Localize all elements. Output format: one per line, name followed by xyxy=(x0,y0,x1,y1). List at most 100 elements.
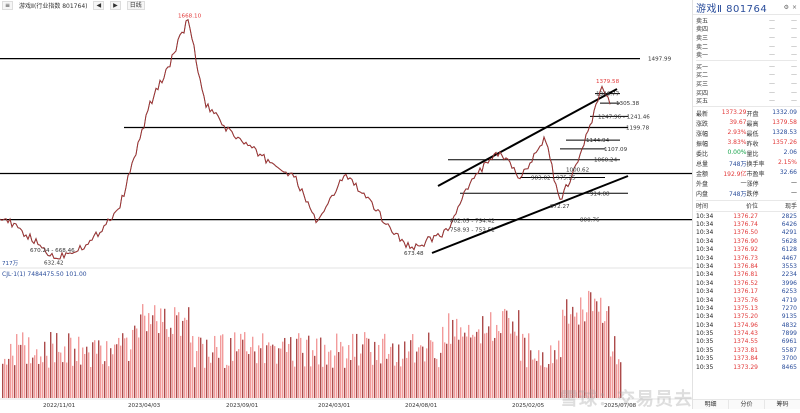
volume-bar xyxy=(172,333,174,398)
volume-bar xyxy=(454,336,456,398)
volume-bar xyxy=(576,312,578,398)
volume-bar xyxy=(228,365,230,398)
volume-bar xyxy=(188,307,190,398)
label-1107: 1107.09 xyxy=(604,147,628,153)
panel-header: 游戏Ⅱ 801764 ⚙ × xyxy=(693,0,800,15)
volume-bar xyxy=(276,363,278,398)
volume-bar xyxy=(252,336,254,398)
tick-row: 10:34 1376.81 2234 xyxy=(696,271,797,279)
tick-price: 1373.29 xyxy=(733,363,758,371)
volume-bar xyxy=(552,363,554,398)
volume-bar xyxy=(190,342,192,398)
volume-bar xyxy=(396,362,398,398)
label-872: 872.27 xyxy=(550,204,570,210)
volume-bar xyxy=(260,348,262,398)
volume-bar xyxy=(4,358,6,398)
buy-level-row-qty: — xyxy=(791,88,797,96)
volume-bar xyxy=(10,343,12,398)
sell-level-row-qty: — xyxy=(791,33,797,41)
label-1247: 1247.96 - 1241.46 xyxy=(598,114,650,120)
tick-row: 10:34 1374.96 4832 xyxy=(696,321,797,329)
sell-level-row-label: 卖二 xyxy=(696,43,709,51)
tab-detail[interactable]: 明细 xyxy=(693,400,729,409)
volume-bar xyxy=(300,337,302,398)
stat-label: 涨幅 xyxy=(696,130,709,138)
volume-bar xyxy=(154,305,156,398)
volume-bar xyxy=(512,321,514,398)
volume-bar xyxy=(60,352,62,398)
order-book: 卖五 — — 卖四 — — 卖三 — — 卖二 — — 卖一 — — 买一 — — 买二 — — 买三 — — 买四 — — 买五 —… xyxy=(693,15,800,105)
volume-bar xyxy=(358,365,360,398)
volume-bar xyxy=(164,308,166,398)
volume-bar xyxy=(302,352,304,398)
tick-volume: 4467 xyxy=(781,254,797,262)
sell-level-row-qty: — xyxy=(791,16,797,24)
tick-time: 10:34 xyxy=(696,246,714,254)
volume-bar xyxy=(132,329,134,398)
volume-bar xyxy=(242,339,244,398)
volume-bar xyxy=(180,335,182,398)
stat-label: 涨跌 xyxy=(696,120,709,128)
volume-bar xyxy=(146,331,148,398)
volume-bar xyxy=(560,357,562,398)
volume-bar xyxy=(534,358,536,398)
volume-bar xyxy=(328,351,330,398)
tick-row: 10:34 1376.84 3553 xyxy=(696,262,797,270)
sell-level-row-qty: — xyxy=(791,51,797,59)
volume-bar xyxy=(590,292,592,398)
volume-bar xyxy=(468,324,470,398)
tab-chips[interactable]: 筹码 xyxy=(765,400,800,409)
volume-bar xyxy=(70,337,72,398)
ticks-list: 10:34 1376.27 2825 10:34 1376.74 6426 10:34 137… xyxy=(696,212,797,371)
label-983: 983.02 - 975.25 xyxy=(531,176,576,182)
forward-icon[interactable]: ▶ xyxy=(110,0,121,10)
volume-bar xyxy=(278,348,280,398)
volume-bar xyxy=(52,343,54,398)
tick-volume: 2234 xyxy=(781,271,797,279)
tick-price: 1375.20 xyxy=(733,313,758,321)
buy-level-row-qty: — xyxy=(791,71,797,79)
volume-bar xyxy=(510,333,512,398)
volume-bar xyxy=(244,332,246,398)
volume-bar xyxy=(444,342,446,398)
tick-price: 1376.27 xyxy=(733,212,758,220)
tab-price-distribution[interactable]: 分价 xyxy=(729,400,765,409)
period-select[interactable]: 日线 xyxy=(126,0,145,10)
menu-icon[interactable]: ≡ xyxy=(2,0,14,10)
volume-bar xyxy=(262,333,264,398)
volume-bar xyxy=(46,355,48,398)
buy-level-row-label: 买一 xyxy=(696,63,709,71)
label-1497: 1497.99 xyxy=(648,57,672,63)
close-icon[interactable]: × xyxy=(791,3,797,11)
volume-bar xyxy=(440,352,442,398)
volume-bar xyxy=(270,345,272,398)
volume-bar xyxy=(338,352,340,398)
volume-bar xyxy=(484,333,486,398)
tick-time: 10:34 xyxy=(696,288,714,296)
volume-bar xyxy=(110,348,112,398)
volume-bar xyxy=(342,346,344,398)
label-670: 670.24 - 668.46 xyxy=(30,248,75,254)
candlestick-chart[interactable]: 1668.10 1497.99 1379.58 1305.38 1346.77 1247.… xyxy=(0,0,692,409)
volume-bar xyxy=(606,311,608,398)
sell-level-row-qty: — xyxy=(791,42,797,50)
buy-level-row: 买五 — — xyxy=(696,96,797,105)
volume-bar xyxy=(236,351,238,398)
stat-label: 跌停 xyxy=(746,190,759,198)
tick-time: 10:35 xyxy=(696,346,714,354)
tick-price: 1376.50 xyxy=(733,229,758,237)
tick-row: 10:34 1376.74 6426 xyxy=(696,220,797,228)
stat-value: 192.9亿 xyxy=(723,170,747,178)
settings-icon[interactable]: ⚙ xyxy=(783,3,789,11)
tick-time: 10:34 xyxy=(696,271,714,279)
back-icon[interactable]: ◀ xyxy=(93,0,105,10)
volume-bar xyxy=(578,324,580,398)
tick-volume: 6253 xyxy=(781,288,797,296)
chart-area[interactable]: ≡ 游戏Ⅱ(行业指数 801764) ◀ ▶ 日线 1668.10 1497.99… xyxy=(0,0,711,410)
volume-bar xyxy=(336,333,338,398)
volume-bar xyxy=(306,339,308,398)
volume-bar xyxy=(408,351,410,398)
volume-bar xyxy=(106,341,108,398)
ticks-header: 时间 价位 现手 xyxy=(696,199,797,212)
volume-bar xyxy=(238,349,240,398)
